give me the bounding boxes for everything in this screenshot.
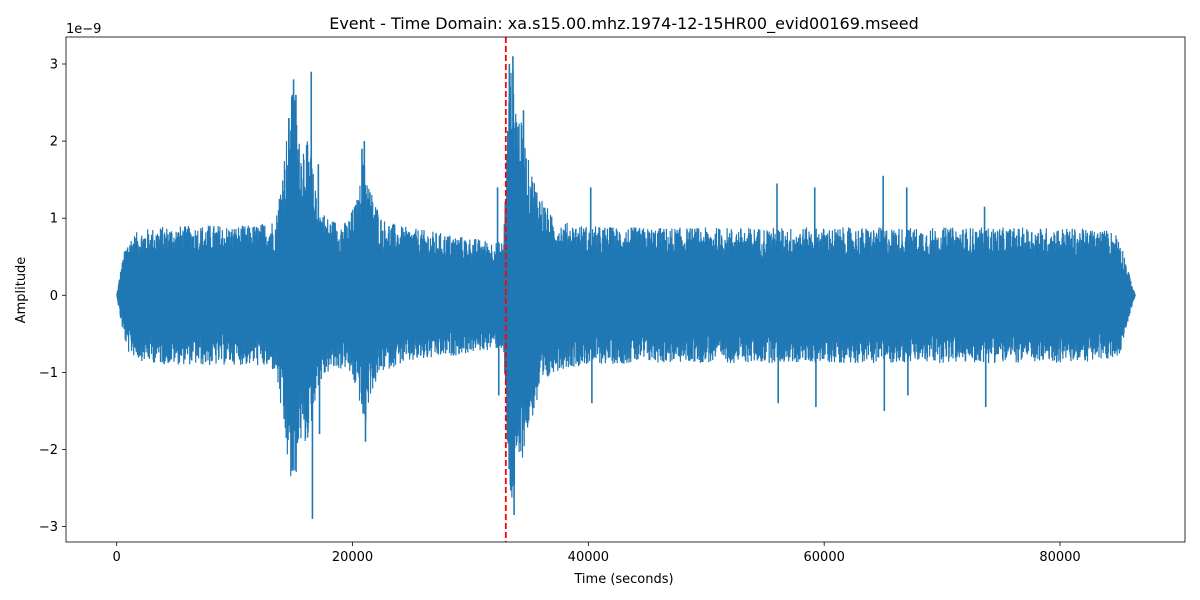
x-tick-label: 40000	[568, 550, 609, 565]
x-tick-label: 60000	[804, 550, 845, 565]
x-tick-label: 80000	[1039, 550, 1080, 565]
y-tick-label: 0	[50, 289, 58, 304]
chart-title: Event - Time Domain: xa.s15.00.mhz.1974-…	[329, 14, 919, 34]
y-axis-label: Amplitude	[14, 257, 29, 324]
x-axis-label: Time (seconds)	[573, 572, 673, 587]
y-scale-offset-label: 1e−9	[66, 22, 101, 37]
y-tick-label: 3	[50, 57, 58, 72]
axes-frame	[65, 36, 1186, 543]
y-axis-ticks: −3 −2 −1 0 1 2 3	[39, 57, 66, 535]
y-tick-label: −1	[39, 366, 58, 381]
waveform-series-0	[116, 70, 1137, 498]
y-tick-label: −3	[39, 520, 58, 535]
y-tick-label: 2	[50, 135, 58, 150]
y-tick-label: 1	[50, 212, 58, 227]
x-tick-label: 20000	[332, 550, 373, 565]
x-tick-label: 0	[113, 550, 121, 565]
x-axis-ticks: 0 20000 40000 60000 80000	[113, 542, 1081, 565]
y-tick-label: −2	[39, 443, 58, 458]
plot-area	[116, 56, 1137, 519]
